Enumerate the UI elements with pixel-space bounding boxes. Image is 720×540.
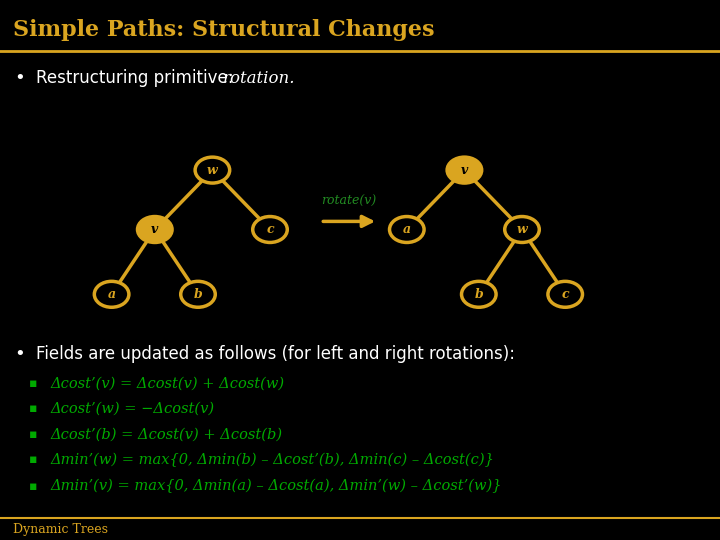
Text: Δmin’(v) = max{0, Δmin(a) – Δcost(a), Δmin’(w) – Δcost’(w)}: Δmin’(v) = max{0, Δmin(a) – Δcost(a), Δm… [50,479,502,493]
Text: Dynamic Trees: Dynamic Trees [13,523,108,536]
Circle shape [138,217,172,242]
Text: rotation.: rotation. [223,70,296,87]
Text: c: c [266,223,274,236]
Text: w: w [517,223,527,236]
Text: Fields are updated as follows (for left and right rotations):: Fields are updated as follows (for left … [36,345,515,363]
Text: ▪: ▪ [29,377,37,390]
Circle shape [94,281,129,307]
Circle shape [253,217,287,242]
Circle shape [447,157,482,183]
Text: Δcost’(w) = −Δcost(v): Δcost’(w) = −Δcost(v) [50,402,215,416]
Text: •: • [14,345,25,363]
Text: Δcost’(b) = Δcost(v) + Δcost(b): Δcost’(b) = Δcost(v) + Δcost(b) [50,427,282,441]
Text: ▪: ▪ [29,480,37,492]
Text: Restructuring primitive:: Restructuring primitive: [36,69,239,87]
Text: b: b [474,288,483,301]
Text: a: a [402,223,411,236]
Circle shape [181,281,215,307]
Text: ▪: ▪ [29,428,37,441]
Text: v: v [151,223,158,236]
Text: Δmin’(w) = max{0, Δmin(b) – Δcost’(b), Δmin(c) – Δcost(c)}: Δmin’(w) = max{0, Δmin(b) – Δcost’(b), Δ… [50,453,494,467]
Text: a: a [107,288,116,301]
Text: c: c [562,288,569,301]
Circle shape [505,217,539,242]
Text: b: b [194,288,202,301]
Text: ▪: ▪ [29,402,37,415]
Text: ▪: ▪ [29,453,37,466]
Circle shape [195,157,230,183]
Circle shape [390,217,424,242]
Text: w: w [207,164,217,177]
Text: •: • [14,69,25,87]
Text: v: v [461,164,468,177]
Circle shape [548,281,582,307]
Text: Δcost’(v) = Δcost(v) + Δcost(w): Δcost’(v) = Δcost(v) + Δcost(w) [50,376,284,390]
Text: Simple Paths: Structural Changes: Simple Paths: Structural Changes [13,19,434,40]
Text: rotate(v): rotate(v) [322,195,377,208]
Circle shape [462,281,496,307]
